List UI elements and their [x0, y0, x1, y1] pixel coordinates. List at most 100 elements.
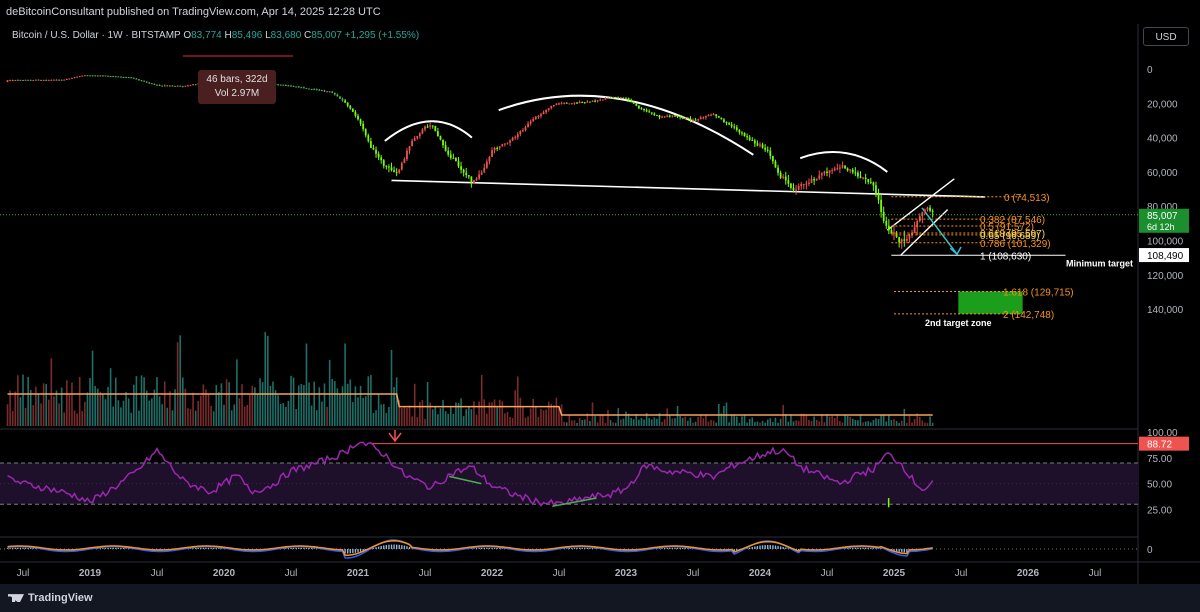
volume-bar	[689, 417, 692, 426]
volume-bar	[37, 394, 40, 426]
osc-histogram-bar	[769, 545, 772, 549]
osc-histogram-bar	[398, 544, 400, 549]
price-candles	[0, 75, 1138, 249]
candle-body	[725, 121, 728, 124]
osc-histogram-bar	[104, 547, 107, 549]
candle-body	[790, 183, 792, 188]
osc-histogram-bar	[197, 547, 199, 549]
candle-body	[779, 172, 782, 178]
volume-bar	[354, 386, 357, 426]
candle-body	[625, 97, 627, 99]
candle-body	[424, 126, 426, 130]
volume-bar	[86, 392, 89, 426]
volume-bar	[475, 414, 478, 426]
candle-body	[63, 79, 66, 81]
candle-body	[496, 147, 499, 149]
candle-body	[820, 173, 823, 176]
volume-bar	[285, 406, 287, 426]
volume-bar	[362, 397, 364, 426]
candle-body	[679, 115, 682, 118]
candle-body	[455, 157, 457, 162]
candle-body	[491, 150, 493, 157]
volume-bar	[328, 359, 331, 426]
time-tick-label: 2020	[213, 568, 236, 579]
volume-bar	[305, 343, 308, 426]
volume-bar	[413, 383, 416, 426]
volume-bar	[274, 390, 277, 426]
candle-body	[573, 102, 576, 104]
volume-bar	[444, 411, 447, 426]
volume-bar	[864, 421, 867, 426]
osc-histogram-bar	[207, 547, 210, 549]
osc-histogram-bar	[375, 547, 377, 549]
osc-histogram-bar	[99, 548, 102, 549]
osc-histogram-bar	[393, 544, 395, 549]
oscillator-pane: 0	[0, 539, 1153, 559]
volume-bar	[295, 409, 297, 426]
right-shoulder-arc	[799, 151, 888, 173]
volume-bar	[854, 419, 857, 426]
price-tick-label: 140,000	[1147, 305, 1184, 316]
osc-histogram-bar	[112, 547, 114, 549]
candle-body	[795, 189, 797, 191]
candle-body	[277, 84, 280, 86]
volume-bar	[679, 416, 681, 426]
candle-body	[704, 115, 707, 118]
volume-bar	[504, 413, 506, 426]
volume-bar	[550, 403, 553, 426]
candle-body	[315, 89, 318, 91]
candle-body	[599, 99, 602, 101]
osc-histogram-bar	[470, 548, 473, 549]
volume-bar	[426, 382, 429, 426]
volume-bar	[372, 413, 375, 426]
osc-histogram-bar	[125, 548, 127, 549]
candle-body	[640, 108, 643, 110]
volume-bar	[918, 416, 921, 426]
volume-bar	[19, 397, 22, 426]
volume-bar	[169, 391, 171, 426]
volume-bar	[431, 409, 434, 426]
chart-svg[interactable]: 0 (74,513)0.382 (87,546)0.5 (91,572)0.61…	[0, 0, 1200, 584]
volume-bar	[630, 417, 632, 426]
volume-bar	[223, 404, 225, 426]
volume-bar	[53, 396, 55, 426]
volume-bar	[424, 418, 426, 426]
symbol-title[interactable]: Bitcoin / U.S. Dollar · 1W · BITSTAMP	[12, 30, 181, 41]
candle-body	[527, 123, 529, 128]
candle-body	[916, 220, 919, 228]
open-label: O	[183, 30, 192, 41]
low-label: L	[265, 30, 271, 41]
volume-bar	[872, 420, 875, 426]
volume-bar	[524, 417, 527, 426]
volume-bar	[73, 410, 76, 426]
tradingview-logo[interactable]: TradingView	[8, 592, 93, 604]
volume-bar	[210, 405, 212, 426]
osc-histogram-bar	[357, 549, 359, 553]
volume-bar	[924, 422, 926, 426]
volume-bar	[176, 342, 179, 426]
osc-histogram-bar	[298, 547, 300, 549]
volume-bar	[267, 335, 269, 426]
osc-histogram-bar	[689, 548, 692, 549]
currency-button[interactable]: USD	[1143, 27, 1189, 46]
candle-body	[279, 84, 282, 86]
volume-bar	[553, 405, 555, 426]
candle-body	[741, 132, 743, 134]
volume-bar	[815, 419, 818, 426]
candle-body	[730, 124, 733, 127]
time-tick-label: Jul	[419, 568, 432, 579]
volume-bar	[862, 422, 864, 426]
candle-body	[349, 105, 352, 109]
candle-body	[622, 97, 625, 99]
volume-bar	[181, 377, 184, 426]
candle-body	[305, 87, 308, 89]
volume-bar	[277, 395, 279, 426]
candle-body	[653, 113, 656, 116]
volume-bar	[462, 416, 465, 426]
candle-body	[181, 86, 184, 88]
candle-body	[890, 230, 893, 234]
volume-bar	[14, 391, 17, 426]
osc-histogram-bar	[687, 548, 689, 549]
osc-histogram-bar	[483, 547, 485, 549]
osc-histogram-bar	[501, 548, 504, 549]
